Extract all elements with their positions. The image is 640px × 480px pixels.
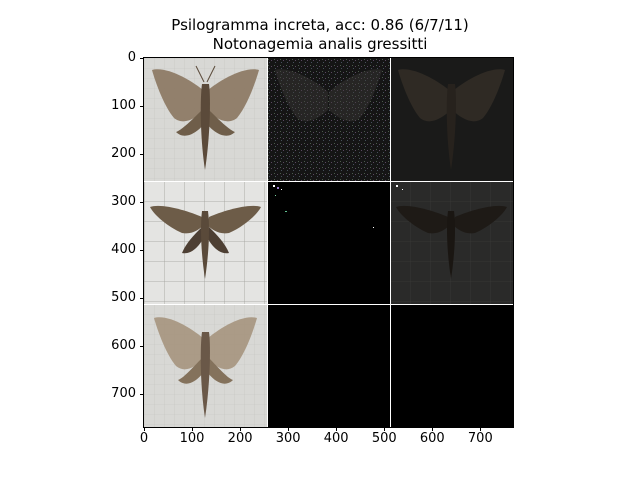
x-tick-mark xyxy=(431,427,433,431)
y-tick-label: 700 xyxy=(111,386,136,402)
x-tick-label: 600 xyxy=(419,431,445,446)
x-tick-mark xyxy=(191,427,193,431)
y-tick-mark xyxy=(140,153,144,155)
cell-r2-c0-moth-photo xyxy=(144,304,267,427)
y-tick-mark xyxy=(140,249,144,251)
moth-illustration xyxy=(144,58,267,181)
noise-texture xyxy=(267,58,390,181)
y-tick-label: 100 xyxy=(111,98,136,114)
figure-title-line2: Notonagemia analis gressitti xyxy=(212,35,428,53)
y-tick-mark xyxy=(140,297,144,299)
x-tick-label: 700 xyxy=(467,431,493,446)
dim-moth-illustration xyxy=(390,181,513,304)
cell-r2-c1-empty xyxy=(267,304,390,427)
x-tick-mark xyxy=(335,427,337,431)
image-grid xyxy=(144,58,513,427)
x-tick-mark xyxy=(383,427,385,431)
grid-separator-v1 xyxy=(267,58,268,427)
x-tick-label: 400 xyxy=(323,431,349,446)
figure-title-line1: Psilogramma increta, acc: 0.86 (6/7/11) xyxy=(171,16,469,34)
x-tick-mark xyxy=(479,427,481,431)
moth-illustration xyxy=(144,181,267,304)
x-tick-label: 100 xyxy=(179,431,205,446)
x-tick-label: 300 xyxy=(275,431,301,446)
y-tick-label: 200 xyxy=(111,146,136,162)
y-tick-mark xyxy=(140,345,144,347)
y-tick-mark xyxy=(140,105,144,107)
cell-r0-c0-moth-photo xyxy=(144,58,267,181)
y-tick-mark xyxy=(140,393,144,395)
dim-moth-illustration xyxy=(398,69,505,170)
x-tick-mark xyxy=(287,427,289,431)
sparse-pixel-map xyxy=(273,185,374,228)
grid-separator-h2 xyxy=(144,304,513,305)
y-tick-label: 400 xyxy=(111,242,136,258)
y-tick-label: 300 xyxy=(111,194,136,210)
y-tick-mark xyxy=(140,57,144,59)
x-tick-label: 500 xyxy=(371,431,397,446)
x-tick-mark xyxy=(239,427,241,431)
cell-r0-c2-dim-moth xyxy=(390,58,513,181)
y-tick-label: 0 xyxy=(127,50,136,65)
y-tick-label: 600 xyxy=(111,338,136,354)
cell-r1-c2-dim-moth xyxy=(390,181,513,304)
x-tick-mark xyxy=(143,427,145,431)
cell-r0-c1-noise-map xyxy=(267,58,390,181)
grid-separator-v2 xyxy=(390,58,391,427)
x-tick-label: 200 xyxy=(227,431,253,446)
cell-r1-c1-sparse-pixels xyxy=(267,181,390,304)
y-tick-label: 500 xyxy=(111,290,136,306)
moth-illustration xyxy=(144,304,267,427)
y-tick-mark xyxy=(140,201,144,203)
cell-r1-c0-moth-photo xyxy=(144,181,267,304)
x-tick-label: 0 xyxy=(139,431,149,446)
grid-separator-h1 xyxy=(144,181,513,182)
cell-r2-c2-empty xyxy=(390,304,513,427)
